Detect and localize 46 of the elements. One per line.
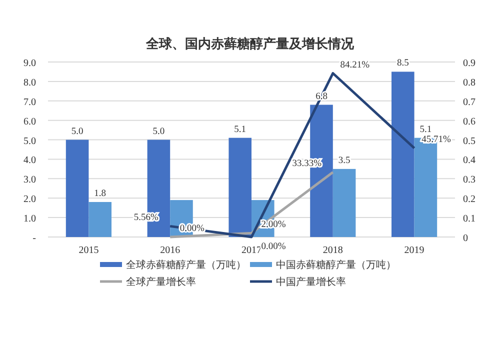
data-label: 1.8 (94, 189, 106, 199)
data-label: 5.0 (71, 126, 84, 137)
x-tick-label: 2018 (322, 245, 343, 256)
y-tick-label: 8.0 (24, 77, 36, 88)
legend-label: 全球赤藓糖醇产量（万吨） (126, 259, 246, 271)
data-label: 8.5 (396, 58, 410, 69)
y2-tick-label: 0.6 (463, 116, 476, 128)
bar (332, 168, 356, 237)
y-tick-label: 9.0 (24, 58, 36, 69)
y2-tick-label: 0.7 (463, 96, 476, 108)
y2-tick-label: 0 (463, 233, 468, 244)
y-tick-label: 6.0 (24, 116, 36, 128)
line-series (168, 72, 416, 238)
bar (392, 72, 414, 237)
y2-tick-label: 0.1 (463, 214, 476, 225)
y2-tick-label: 0.2 (463, 194, 476, 206)
y2-tick-label: 0.9 (463, 58, 476, 69)
y-tick-label: 4.0 (24, 155, 36, 166)
x-tick-label: 2017 (242, 245, 262, 256)
data-label: 5.1 (234, 124, 246, 135)
bar (228, 138, 252, 237)
y2-tick-label: 0.8 (463, 77, 476, 88)
data-label: 5.0 (152, 126, 165, 137)
y-tick-label: 7.0 (24, 96, 36, 108)
y2-tick-label: 0.5 (463, 136, 476, 147)
y-tick-label: 3.0 (24, 174, 36, 186)
x-tick-label: 2015 (78, 245, 99, 256)
data-label: 5.1 (420, 124, 432, 135)
bar (66, 140, 89, 237)
data-label: 0.00% (261, 242, 286, 252)
y-tick-label: 5.0 (24, 136, 36, 147)
chart-title: 全球、国内赤藓糖醇产量及增长情况 (145, 36, 355, 51)
y-tick-label: 2.0 (24, 194, 36, 206)
bar (88, 202, 112, 237)
x-tick-label: 2016 (160, 245, 180, 256)
data-label: 0.00% (180, 224, 204, 234)
y2-tick-label: 0.4 (463, 155, 476, 166)
x-tick-label: 2019 (404, 245, 424, 256)
data-label: 3.5 (338, 156, 350, 166)
legend-label: 全球产量增长率 (126, 276, 196, 288)
y2-tick-label: 0.3 (463, 174, 476, 186)
data-label: 84.21% (340, 60, 370, 70)
legend-label: 中国产量增长率 (276, 276, 346, 288)
y-tick-label: - (32, 233, 36, 244)
y-tick-label: 1.0 (24, 214, 36, 225)
legend-label: 中国赤藓糖醇产量（万吨） (276, 259, 396, 271)
